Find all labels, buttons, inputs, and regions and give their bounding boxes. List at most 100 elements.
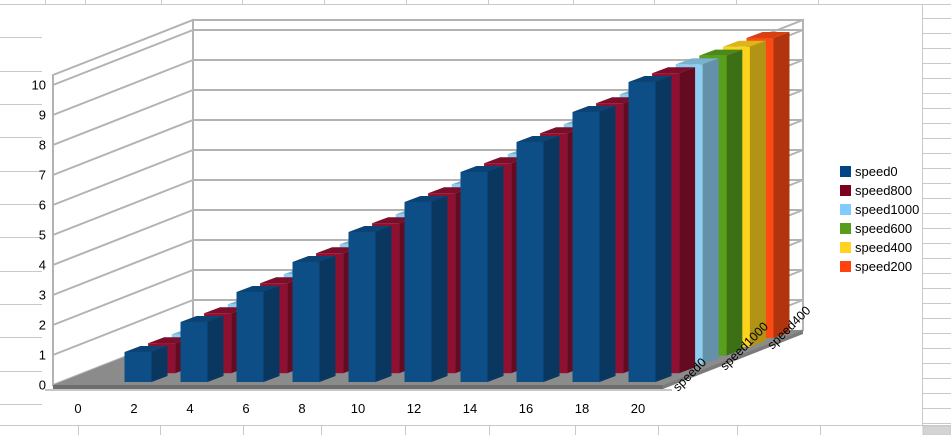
- legend-label: speed800: [855, 183, 913, 198]
- bar-top-face: [316, 247, 360, 254]
- bar-front-face: [236, 292, 264, 382]
- bar-top-face: [722, 40, 766, 47]
- bar-top-face: [484, 157, 528, 164]
- bar-speed0-12[interactable]: [404, 196, 448, 382]
- bar-side-face: [702, 58, 719, 365]
- bar-top-face: [699, 49, 743, 56]
- bar-front-face: [516, 142, 544, 382]
- x-axis-label: 6: [242, 401, 249, 416]
- bar-top-face: [292, 256, 336, 262]
- x-axis-label: 10: [351, 401, 365, 416]
- y-axis-label: 8: [39, 138, 46, 153]
- x-axis-label: 12: [407, 401, 421, 416]
- bar-top-face: [404, 196, 448, 202]
- legend-item-speed600[interactable]: speed600: [840, 219, 950, 238]
- x-axis-label: 16: [519, 401, 533, 416]
- bar-top-face: [540, 127, 584, 134]
- y-axis-label: 0: [39, 378, 46, 393]
- legend-swatch-icon: [840, 242, 851, 253]
- bar-front-face: [292, 262, 320, 382]
- bar-speed0-16[interactable]: [516, 136, 560, 382]
- legend-label: speed200: [855, 259, 913, 274]
- grid-line: [52, 59, 194, 116]
- y-axis-label: 7: [39, 168, 46, 183]
- legend-swatch-icon: [840, 204, 851, 215]
- grid-line: [52, 239, 194, 296]
- legend-swatch-icon: [840, 261, 851, 272]
- bar-side-face: [655, 76, 672, 382]
- bar-side-face: [207, 316, 224, 382]
- legend-item-speed1000[interactable]: speed1000: [840, 200, 950, 219]
- legend-item-speed200[interactable]: speed200: [840, 257, 950, 276]
- bar-speed0-20[interactable]: [628, 76, 672, 382]
- legend-label: speed0: [855, 164, 898, 179]
- bar-side-face: [151, 346, 168, 382]
- bar-top-face: [572, 106, 616, 112]
- bar-front-face: [628, 82, 656, 382]
- chart-floor-right-edge: [663, 330, 803, 389]
- legend-item-speed800[interactable]: speed800: [840, 181, 950, 200]
- bar-front-face: [404, 202, 432, 382]
- bar-speed0-8[interactable]: [292, 256, 336, 382]
- legend-item-speed0[interactable]: speed0: [840, 162, 950, 181]
- bar-side-face: [263, 286, 280, 382]
- bar-top-face: [348, 226, 392, 232]
- bar-side-face: [679, 67, 696, 374]
- sheet-corner: [922, 425, 951, 435]
- value-axis-labels: 0 1 2 3 4 5 6 7 8 9 10: [32, 78, 46, 393]
- y-axis-label: 5: [39, 228, 46, 243]
- legend-label: speed1000: [855, 202, 920, 217]
- bar-top-face: [596, 97, 640, 104]
- y-axis-label: 9: [39, 108, 46, 123]
- y-axis-label: 10: [32, 78, 46, 93]
- bar-side-face: [375, 226, 392, 382]
- legend-label: speed400: [855, 240, 913, 255]
- y-axis-label: 1: [39, 348, 46, 363]
- bar-speed0-6[interactable]: [236, 286, 280, 382]
- bar-side-face: [773, 32, 790, 338]
- bar-front-face: [572, 112, 600, 382]
- y-axis-label: 2: [39, 318, 46, 333]
- bar-side-face: [543, 136, 560, 382]
- chart-floor-front-edge: [53, 385, 663, 389]
- bar-top-face: [236, 286, 280, 292]
- grid-line: [52, 149, 194, 206]
- x-axis-label: 2: [130, 401, 137, 416]
- bar-top-face: [428, 187, 472, 194]
- bar-front-face: [124, 352, 152, 382]
- grid-line: [52, 179, 194, 236]
- bars: [124, 32, 790, 382]
- bar-top-face: [516, 136, 560, 142]
- bar-top-face: [628, 76, 672, 82]
- category-axis-labels: 0 2 4 6 8 10 12 14 16 18 20: [74, 401, 645, 416]
- bar-side-face: [599, 106, 616, 382]
- bar-top-face: [180, 316, 224, 322]
- bar-speed0-18[interactable]: [572, 106, 616, 382]
- y-axis-label: 4: [39, 258, 46, 273]
- bar-front-face: [348, 232, 376, 382]
- grid-line: [52, 119, 194, 176]
- legend-label: speed600: [855, 221, 913, 236]
- bar-side-face: [749, 40, 766, 347]
- grid-line: [52, 299, 194, 356]
- bar-side-face: [319, 256, 336, 382]
- x-axis-label: 18: [575, 401, 589, 416]
- chart-legend: speed0 speed800 speed1000 speed600 speed…: [840, 162, 950, 276]
- bar-speed0-10[interactable]: [348, 226, 392, 382]
- grid-line: [52, 89, 194, 146]
- y-axis-label: 3: [39, 288, 46, 303]
- x-axis-label: 14: [463, 401, 477, 416]
- x-axis-label: 0: [74, 401, 81, 416]
- bar-speed0-14[interactable]: [460, 166, 504, 382]
- bar-speed0-4[interactable]: [180, 316, 224, 382]
- bar-speed0-2[interactable]: [124, 346, 168, 382]
- x-axis-label: 4: [186, 401, 193, 416]
- grid-line: [52, 209, 194, 266]
- bar-top-face: [148, 337, 192, 344]
- grid-line: [52, 269, 194, 326]
- legend-item-speed400[interactable]: speed400: [840, 238, 950, 257]
- x-axis-label: 20: [631, 401, 645, 416]
